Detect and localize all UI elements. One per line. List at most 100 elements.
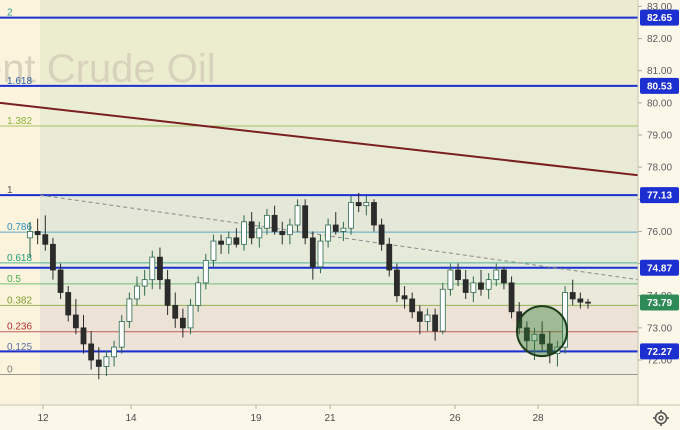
candle-body [218, 240, 224, 245]
candle-body [179, 317, 186, 329]
candle-body [271, 214, 278, 232]
candle-body [577, 298, 584, 303]
candle-body [340, 227, 347, 232]
y-tick-label: 82.00 [647, 34, 672, 45]
candle-body [157, 256, 163, 281]
fib-label: 0.236 [7, 322, 32, 333]
trend-lines [0, 101, 639, 281]
fib-label: 1.618 [7, 76, 32, 87]
candle-body [478, 282, 484, 290]
fib-label: 0.618 [7, 253, 32, 264]
candles [27, 192, 591, 380]
candle-body [309, 237, 316, 268]
fib-label: 0.786 [7, 222, 32, 233]
candle-body [432, 314, 439, 332]
price-tag-box [640, 294, 679, 311]
candle-body [394, 269, 400, 297]
candle-body [523, 327, 530, 342]
y-tick-label: 78.00 [647, 163, 672, 174]
candle-body [95, 359, 102, 367]
fib-band [40, 85, 638, 126]
candle-body [256, 227, 263, 239]
trend-line-dashed [39, 194, 639, 281]
candle-body [126, 298, 133, 322]
fib-label: 0.5 [7, 274, 21, 285]
candle-body [485, 279, 492, 290]
candle-body [332, 224, 339, 232]
fib-band [40, 262, 638, 284]
candle-body [134, 285, 140, 300]
watermark: ent Crude Oil [0, 47, 216, 91]
candle-body [141, 279, 148, 287]
candle-body [386, 243, 393, 271]
fib-label: 1.382 [7, 116, 32, 127]
candle-body [27, 231, 33, 239]
x-tick-label: 21 [324, 413, 336, 424]
fib-label: 1 [7, 185, 13, 196]
trend-line-resistance [0, 101, 639, 177]
fib-band [40, 351, 638, 375]
x-tick-label: 28 [532, 413, 544, 424]
candle-body [88, 343, 95, 361]
candle-body [508, 282, 515, 313]
candle-body [225, 237, 232, 245]
candle-body [248, 221, 255, 239]
fib-band [40, 232, 638, 263]
candle-body [286, 224, 293, 236]
price-tag-label: 82.65 [647, 13, 672, 24]
candle-body [118, 321, 125, 348]
highlight-circle-group [516, 305, 568, 358]
candle-body [455, 269, 461, 281]
candle-body [210, 240, 217, 261]
fib-label: 2 [7, 8, 13, 19]
price-tag-box [640, 187, 679, 204]
candle-body [57, 269, 64, 293]
candle-body [195, 282, 202, 306]
candle-body [172, 304, 179, 319]
y-tick-label: 79.00 [647, 131, 672, 142]
price-tag-label: 72.27 [647, 347, 672, 358]
candle-body [111, 346, 117, 358]
price-tag-box [640, 343, 679, 360]
candle-body [539, 333, 546, 345]
y-tick-label: 81.00 [647, 66, 672, 77]
x-tick-label: 14 [125, 413, 137, 424]
y-tick-label: 73.00 [647, 323, 672, 334]
candle-body [202, 259, 209, 284]
candle-body [378, 224, 385, 245]
settings-gear-icon[interactable] [653, 410, 669, 426]
x-axis: 12 14 19 21 26 28 [37, 405, 544, 424]
candle-body [546, 343, 553, 354]
candle-body [355, 202, 362, 207]
fib-band [40, 331, 638, 352]
candle-body [401, 295, 408, 300]
candle-body [103, 356, 110, 367]
price-tag-label: 74.87 [647, 263, 672, 274]
price-tag-label: 73.79 [647, 298, 672, 309]
candle-body [416, 311, 423, 322]
candle-body [80, 327, 87, 345]
candle-body [493, 269, 500, 281]
candle-body [149, 256, 156, 281]
candle-body [531, 333, 538, 342]
price-tag-box [640, 77, 679, 94]
y-tick-label: 72.00 [647, 356, 672, 367]
candle-body [164, 279, 171, 306]
x-tick-label: 26 [449, 413, 461, 424]
fib-label: 0 [7, 364, 13, 375]
fib-band [40, 195, 638, 233]
candle-body [447, 269, 454, 290]
y-tick-label: 76.00 [647, 227, 672, 238]
candle-body [424, 314, 431, 322]
candle-body [462, 279, 469, 293]
candle-body [371, 202, 377, 226]
candle-body [439, 288, 446, 332]
candle-body [501, 269, 507, 284]
price-tag-box [640, 9, 679, 26]
fib-bands [40, 0, 638, 375]
fib-band [40, 0, 638, 18]
price-tag-box [640, 259, 679, 276]
price-tags: 82.65 80.53 77.13 74.87 73.79 72.27 [640, 9, 679, 360]
candle-body [233, 237, 240, 245]
